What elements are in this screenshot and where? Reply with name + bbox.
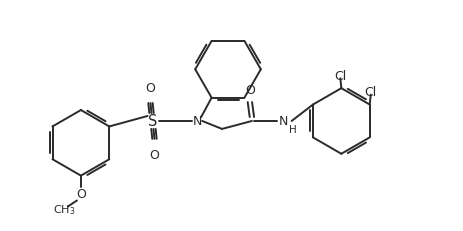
Text: CH$_3$: CH$_3$ [53,203,75,216]
Text: O: O [244,83,254,96]
Text: Cl: Cl [364,86,376,99]
Text: Cl: Cl [333,70,346,82]
Text: N: N [192,115,201,128]
Text: O: O [76,187,86,200]
Text: O: O [149,149,159,161]
Text: N: N [278,115,288,128]
Text: S: S [148,114,157,129]
Text: H: H [288,124,296,134]
Text: O: O [145,81,155,94]
